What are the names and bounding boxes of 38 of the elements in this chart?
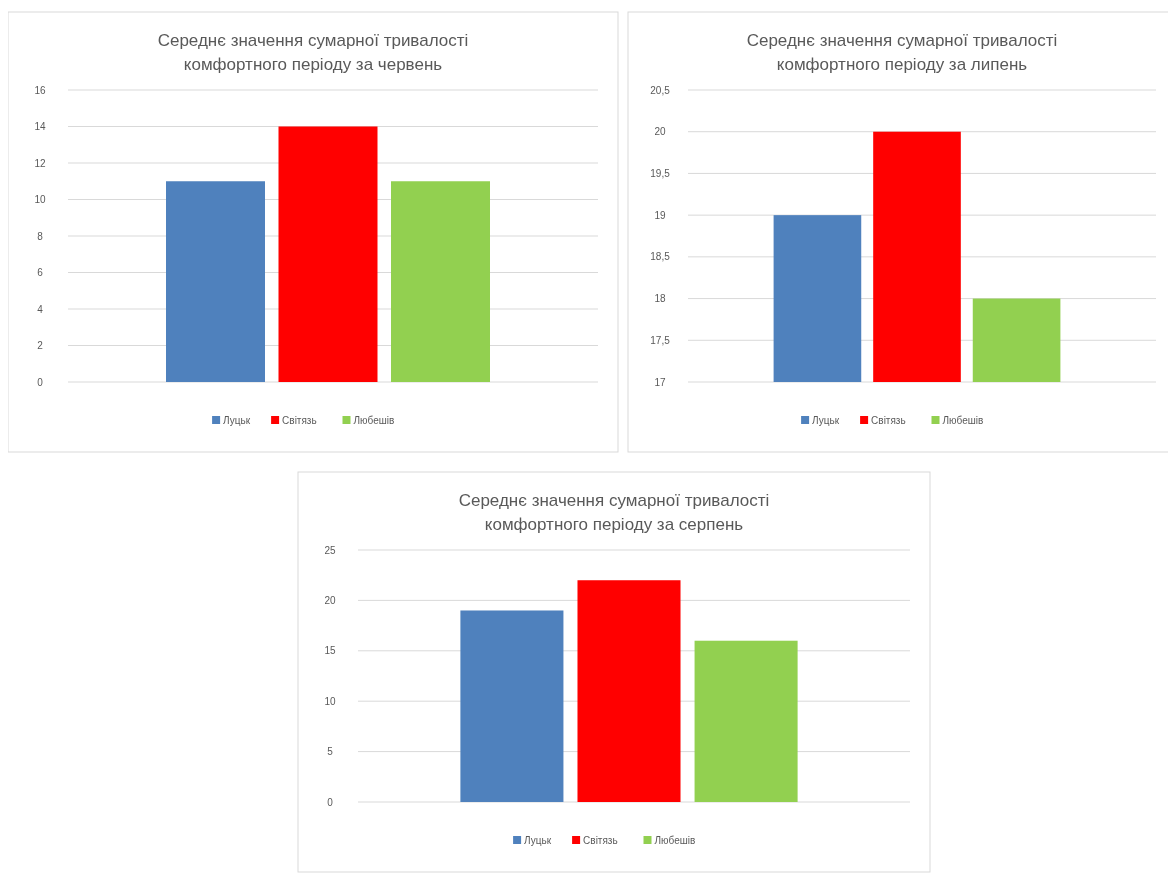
legend-label: Світязь (583, 834, 618, 846)
y-tick-label: 18 (654, 293, 666, 305)
y-tick-label: 0 (37, 376, 44, 388)
y-tick-label: 19,5 (650, 167, 671, 179)
y-tick-label: 6 (37, 267, 44, 278)
legend-label: Луцьк (223, 414, 251, 426)
y-tick-label: 10 (324, 695, 336, 707)
y-tick-label: 20 (324, 594, 336, 606)
bar (577, 580, 681, 802)
y-tick-label: 8 (37, 230, 44, 242)
y-tick-label: 5 (327, 746, 334, 758)
y-tick-label: 14 (34, 121, 46, 132)
y-tick-label: 25 (324, 544, 336, 556)
y-tick-label: 18,5 (650, 251, 671, 263)
y-tick-label: 4 (37, 303, 44, 315)
chart-title: Середнє значення сумарної тривалості комфортного періоду за червень (157, 31, 469, 74)
bar (460, 610, 564, 802)
chart-title: Середнє значення сумарної тривалості комфортного періоду за липень (746, 31, 1058, 74)
y-tick-label: 0 (327, 796, 334, 808)
y-tick-label: 10 (34, 194, 46, 205)
y-tick-label: 12 (34, 157, 46, 169)
bar (694, 640, 798, 802)
legend-label: Світязь (871, 414, 906, 426)
y-tick-label: 2 (37, 340, 44, 351)
y-tick-label: 20,5 (650, 84, 671, 96)
chart-title: Середнє значення сумарної тривалості комфортного періоду за серпень (458, 491, 770, 534)
legend-label: Любешів (942, 414, 984, 426)
y-tick-label: 17,5 (650, 334, 671, 346)
y-tick-label: 19 (654, 209, 666, 221)
y-tick-label: 20 (654, 126, 666, 138)
legend-label: Луцьк (812, 414, 840, 426)
y-tick-label: 15 (324, 645, 336, 657)
legend-label: Луцьк (524, 834, 552, 846)
legend-label: Любешів (353, 414, 395, 426)
legend-label: Світязь (282, 414, 317, 426)
y-tick-label: 17 (654, 376, 666, 388)
legend-label: Любешів (654, 834, 696, 846)
y-tick-label: 16 (34, 84, 46, 96)
